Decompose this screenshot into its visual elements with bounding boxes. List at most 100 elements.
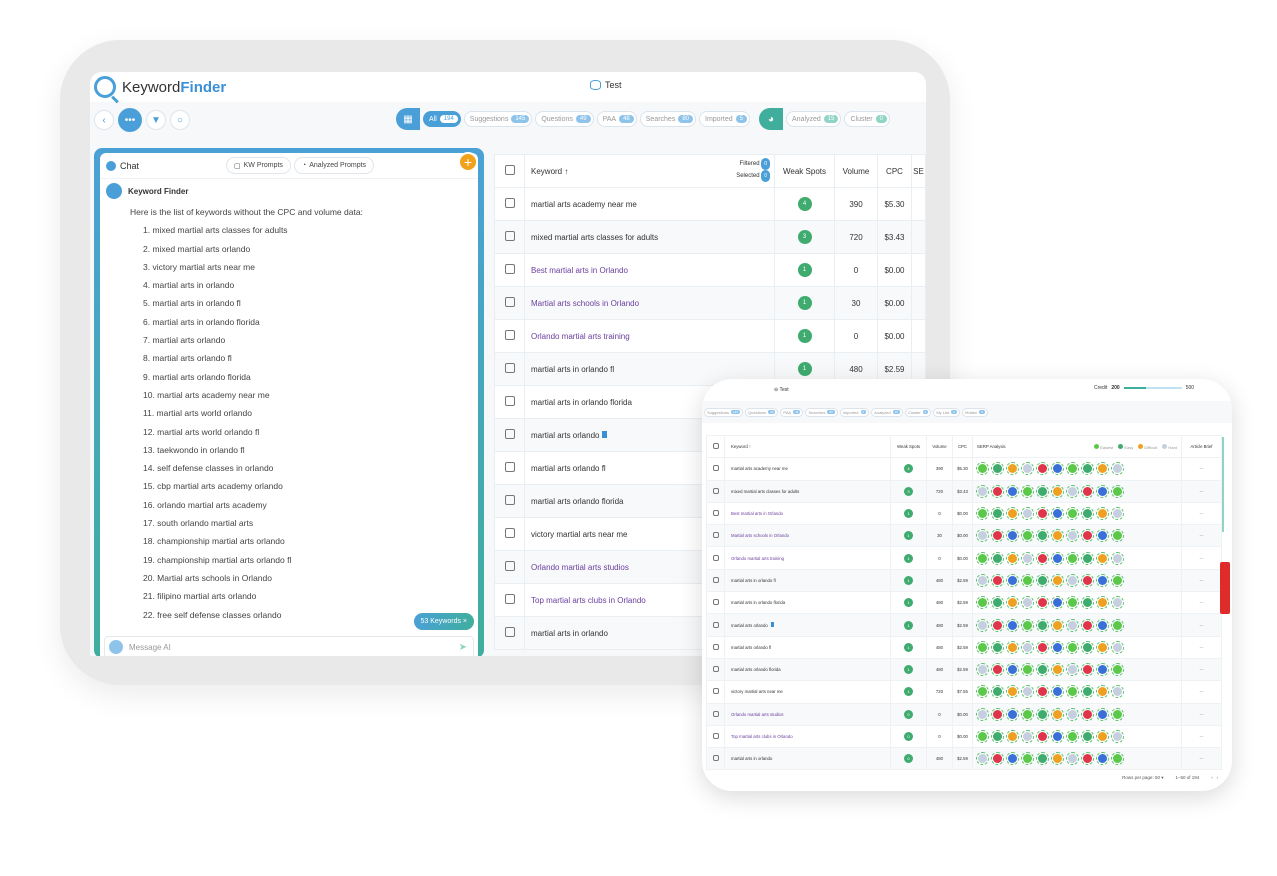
serp-position-icon[interactable] xyxy=(1081,596,1094,610)
table-row[interactable]: Martial arts schools in Orlando 1 30 $0.00 ·… xyxy=(706,524,1222,548)
keyword-cell[interactable]: martial arts in orlando florida xyxy=(724,591,891,615)
keywords-pill[interactable]: 53 Keywords × xyxy=(413,613,474,630)
serp-position-icon[interactable] xyxy=(976,573,989,587)
serp-position-icon[interactable] xyxy=(1006,618,1019,632)
article-brief-menu[interactable]: ··· xyxy=(1181,702,1222,726)
serp-position-icon[interactable] xyxy=(1066,462,1079,476)
pagination-arrows[interactable]: ‹ › xyxy=(1211,775,1218,780)
serp-position-icon[interactable] xyxy=(1066,596,1079,610)
row-checkbox[interactable] xyxy=(712,688,719,695)
back-button[interactable]: ‹ xyxy=(94,110,114,130)
serp-position-icon[interactable] xyxy=(1006,507,1019,521)
rows-per-page-select[interactable]: 50 xyxy=(1154,775,1160,780)
serp-position-icon[interactable] xyxy=(976,640,989,654)
row-checkbox[interactable] xyxy=(504,429,515,439)
row-checkbox[interactable] xyxy=(712,755,719,762)
filter-chip-small[interactable]: Hidden 0 xyxy=(961,407,989,417)
serp-position-icon[interactable] xyxy=(1096,730,1109,743)
serp-position-icon[interactable] xyxy=(976,529,989,543)
serp-position-icon[interactable] xyxy=(1021,707,1034,721)
row-checkbox[interactable] xyxy=(504,363,515,373)
filter-chip-imported[interactable]: Imported 5 xyxy=(699,111,750,127)
serp-position-icon[interactable] xyxy=(976,596,989,610)
select-all-checkbox[interactable] xyxy=(504,165,515,175)
serp-position-icon[interactable] xyxy=(1006,573,1019,587)
article-brief-menu[interactable]: ··· xyxy=(1181,635,1222,659)
keyword-cell[interactable]: martial arts in orlando xyxy=(724,747,891,771)
table-row[interactable]: martial arts in orlando florida 1 480 $2.59… xyxy=(706,591,1222,615)
serp-position-icon[interactable] xyxy=(1096,529,1109,543)
row-checkbox[interactable] xyxy=(712,733,719,739)
serp-position-icon[interactable] xyxy=(1111,752,1124,766)
row-checkbox[interactable] xyxy=(504,198,515,208)
serp-position-icon[interactable] xyxy=(1081,484,1094,498)
serp-position-icon[interactable] xyxy=(1051,507,1064,521)
serp-position-icon[interactable] xyxy=(1021,752,1034,766)
volume-header[interactable]: Volume xyxy=(834,154,878,188)
row-checkbox[interactable] xyxy=(712,487,719,494)
serp-position-icon[interactable] xyxy=(976,730,989,743)
serp-position-icon[interactable] xyxy=(1096,663,1109,677)
volume-header-small[interactable]: Volume xyxy=(926,434,953,459)
serp-position-icon[interactable] xyxy=(1111,707,1124,721)
serp-position-icon[interactable] xyxy=(1006,462,1019,476)
serp-position-icon[interactable] xyxy=(976,618,989,632)
serp-position-icon[interactable] xyxy=(1066,573,1079,587)
table-row[interactable]: Top martial arts clubs in Orlando 0 0 $0.00… xyxy=(706,724,1222,749)
table-row[interactable]: Orlando martial arts studios 0 0 $0.00 ··· xyxy=(706,702,1222,726)
serp-position-icon[interactable] xyxy=(976,707,989,721)
row-checkbox[interactable] xyxy=(504,561,515,571)
serp-position-icon[interactable] xyxy=(1111,663,1124,677)
serp-position-icon[interactable] xyxy=(1006,707,1019,721)
table-row[interactable]: victory martial arts near me 1 720 $7.55 ··· xyxy=(706,680,1222,704)
row-checkbox[interactable] xyxy=(712,532,719,539)
serp-position-icon[interactable] xyxy=(1081,752,1094,766)
serp-position-icon[interactable] xyxy=(1081,685,1094,699)
serp-position-icon[interactable] xyxy=(1021,596,1034,610)
keyword-cell[interactable]: martial arts orlando xyxy=(724,613,891,637)
row-checkbox[interactable] xyxy=(504,462,515,472)
row-checkbox[interactable] xyxy=(504,396,515,406)
row-checkbox[interactable] xyxy=(712,554,719,561)
article-brief-menu[interactable]: ··· xyxy=(1181,479,1222,503)
keyword-cell[interactable]: Orlando martial arts training xyxy=(724,546,891,570)
table-row[interactable]: Orlando martial arts training 1 0 $0.00 xyxy=(494,319,926,353)
project-name[interactable]: Test xyxy=(590,80,622,90)
serp-position-icon[interactable] xyxy=(1081,551,1094,565)
keyword-cell[interactable]: Martial arts schools in Orlando xyxy=(524,286,775,320)
serp-position-icon[interactable] xyxy=(1081,707,1094,721)
row-checkbox[interactable] xyxy=(504,264,515,274)
serp-position-icon[interactable] xyxy=(1021,529,1034,543)
serp-position-icon[interactable] xyxy=(1036,707,1049,721)
serp-position-icon[interactable] xyxy=(1006,529,1019,543)
keyword-header-small[interactable]: Keyword ↑ xyxy=(724,434,891,459)
serp-position-icon[interactable] xyxy=(1066,685,1079,699)
filter-chip-paa[interactable]: PAA 48 xyxy=(596,111,637,127)
keyword-cell[interactable]: mixed martial arts classes for adults xyxy=(524,220,775,254)
cpc-header-small[interactable]: CPC xyxy=(952,434,973,459)
serp-position-icon[interactable] xyxy=(1111,507,1124,521)
keyword-cell[interactable]: Best martial arts in Orlando xyxy=(524,253,775,287)
serp-position-icon[interactable] xyxy=(1006,596,1019,610)
table-row[interactable]: Best martial arts in Orlando 1 0 $0.00 xyxy=(494,253,926,287)
table-row[interactable]: martial arts in orlando 0 480 $2.59 ··· xyxy=(706,747,1222,771)
row-checkbox[interactable] xyxy=(712,576,719,583)
serp-position-icon[interactable] xyxy=(1021,685,1034,699)
article-brief-menu[interactable]: ··· xyxy=(1181,591,1222,615)
serp-position-icon[interactable] xyxy=(1051,707,1064,721)
serp-position-icon[interactable] xyxy=(1036,730,1049,743)
cpc-header[interactable]: CPC xyxy=(877,154,912,188)
article-brief-menu[interactable]: ··· xyxy=(1181,524,1222,548)
serp-position-icon[interactable] xyxy=(1066,730,1079,743)
serp-position-icon[interactable] xyxy=(1051,529,1064,543)
serp-position-icon[interactable] xyxy=(1111,484,1124,498)
filter-chip-small[interactable]: Questions 49 xyxy=(745,407,779,417)
serp-position-icon[interactable] xyxy=(1006,640,1019,654)
article-brief-menu[interactable]: ··· xyxy=(1181,747,1222,771)
serp-position-icon[interactable] xyxy=(1111,730,1124,743)
serp-position-icon[interactable] xyxy=(1066,618,1079,632)
row-checkbox[interactable] xyxy=(712,666,719,673)
keyword-cell[interactable]: martial arts orlando florida xyxy=(724,657,891,682)
chat-button[interactable]: ••• xyxy=(118,108,142,132)
serp-position-icon[interactable] xyxy=(1081,640,1094,654)
